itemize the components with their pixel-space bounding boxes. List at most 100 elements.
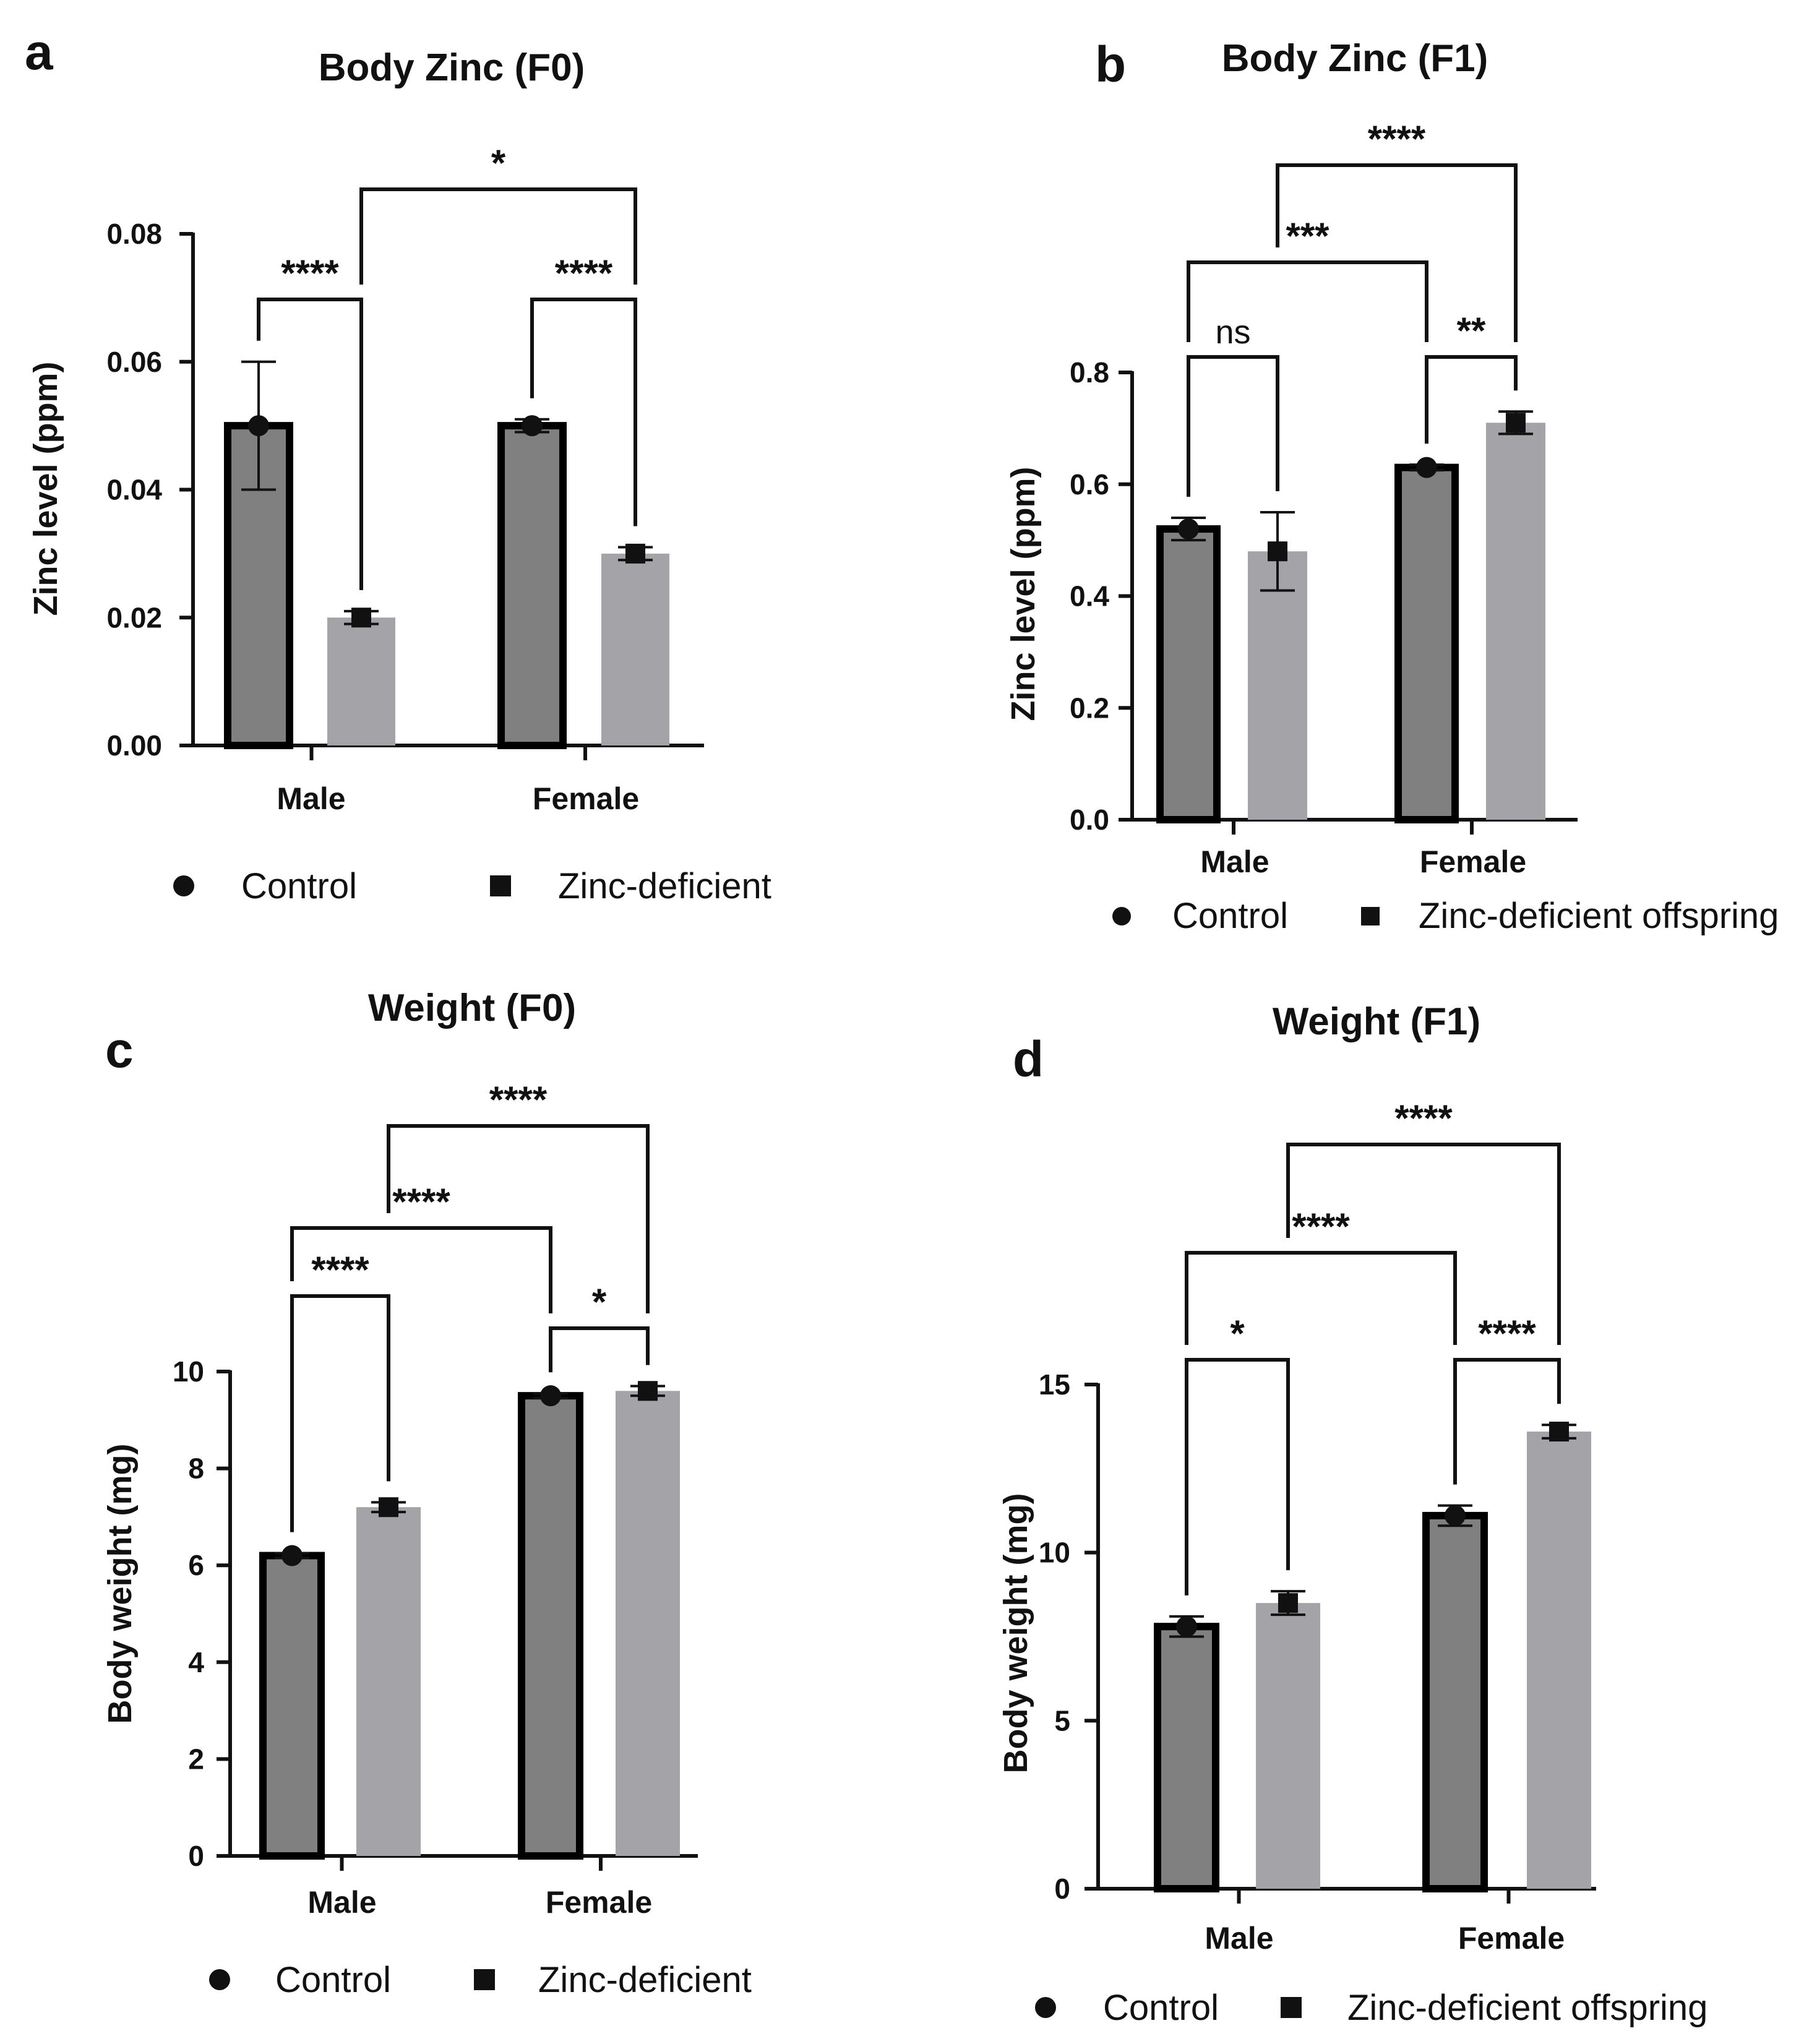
y-tick-label: 5 bbox=[1054, 1704, 1070, 1737]
significance-label: **** bbox=[1478, 1313, 1536, 1354]
significance-bracket bbox=[1453, 1358, 1561, 1485]
data-point-circle bbox=[1445, 1505, 1466, 1526]
y-axis-label: Zinc level (ppm) bbox=[27, 361, 64, 616]
chart-title: Weight (F1) bbox=[1273, 1000, 1480, 1043]
legend-circle-marker bbox=[1035, 1997, 1056, 2018]
y-tick-label: 0.2 bbox=[1070, 692, 1109, 724]
bar-zinc-deficient bbox=[1527, 1432, 1591, 1889]
significance-label: *** bbox=[1286, 215, 1329, 257]
y-tick-label: 10 bbox=[1039, 1537, 1070, 1569]
y-tick-label: 0.00 bbox=[106, 729, 162, 762]
chart-title: Body Zinc (F0) bbox=[319, 46, 585, 89]
significance-bracket bbox=[1276, 163, 1518, 342]
data-point-circle bbox=[1176, 1616, 1197, 1638]
data-point-square bbox=[1268, 541, 1287, 562]
data-point-circle bbox=[522, 415, 543, 437]
y-tick-label: 6 bbox=[188, 1549, 204, 1581]
significance-label: * bbox=[592, 1281, 607, 1323]
bar-control bbox=[1422, 1511, 1488, 1892]
legend-label-zinc-deficient-offspring: Zinc-deficient offspring bbox=[1419, 896, 1779, 936]
significance-bracket bbox=[257, 298, 363, 590]
significance-bracket bbox=[549, 1326, 650, 1373]
category-label-female: Female bbox=[533, 781, 639, 816]
bar-control bbox=[518, 1392, 583, 1860]
category-label-female: Female bbox=[546, 1885, 652, 1920]
chart-title: Body Zinc (F1) bbox=[1222, 37, 1488, 80]
legend: Control Zinc-deficient offspring bbox=[1035, 1988, 1707, 2028]
data-point-circle bbox=[1178, 518, 1199, 540]
panel-letter: a bbox=[25, 24, 54, 80]
significance-bracket bbox=[1185, 1358, 1290, 1595]
panel-letter: c bbox=[105, 1022, 134, 1078]
bar-zinc-deficient bbox=[1256, 1603, 1320, 1889]
y-axis-label: Body weight (mg) bbox=[101, 1444, 139, 1724]
y-tick-label: 8 bbox=[188, 1453, 204, 1485]
significance-label: * bbox=[491, 142, 506, 184]
y-tick-label: 0.08 bbox=[106, 218, 162, 250]
significance-label: ns bbox=[1215, 314, 1250, 351]
significance-label: **** bbox=[555, 252, 613, 294]
data-point-circle bbox=[1416, 457, 1437, 478]
bar-zinc-deficient bbox=[616, 1391, 680, 1856]
panel-letter: b bbox=[1095, 36, 1126, 93]
legend: Control Zinc-deficient offspring bbox=[1112, 896, 1779, 936]
y-tick-label: 4 bbox=[188, 1646, 204, 1678]
y-tick-label: 0.4 bbox=[1070, 580, 1109, 612]
legend-square-marker bbox=[1281, 1997, 1302, 2018]
legend: Control Zinc-deficient bbox=[209, 1960, 752, 2000]
bar-zinc-deficient bbox=[1248, 551, 1307, 820]
significance-bracket bbox=[1286, 1143, 1561, 1345]
significance-brackets: ************* bbox=[1185, 1097, 1561, 1595]
significance-label: **** bbox=[1394, 1097, 1453, 1139]
data-point-square bbox=[638, 1381, 658, 1401]
data-point-square bbox=[625, 543, 645, 564]
y-tick-label: 15 bbox=[1039, 1368, 1070, 1401]
y-tick-label: 0.02 bbox=[106, 601, 162, 633]
significance-brackets: ************* bbox=[290, 1079, 650, 1532]
legend-label-control: Control bbox=[1103, 1988, 1219, 2028]
bar-zinc-deficient bbox=[327, 617, 395, 745]
legend-label-control: Control bbox=[275, 1960, 391, 2000]
bars bbox=[224, 360, 669, 749]
category-label-male: Male bbox=[277, 781, 345, 816]
category-label-male: Male bbox=[307, 1885, 376, 1920]
significance-label: **** bbox=[392, 1181, 450, 1222]
bars bbox=[1154, 1422, 1591, 1892]
bar-control bbox=[1394, 463, 1459, 823]
bar-control bbox=[1156, 525, 1221, 823]
significance-label: **** bbox=[281, 252, 339, 294]
y-tick-label: 0 bbox=[188, 1840, 204, 1872]
significance-bracket bbox=[1185, 1251, 1457, 1345]
bar-zinc-deficient bbox=[601, 553, 669, 745]
significance-bracket bbox=[1187, 260, 1428, 342]
legend-square-marker bbox=[474, 1969, 495, 1990]
category-label-male: Male bbox=[1205, 1921, 1273, 1956]
y-axis-label: Zinc level (ppm) bbox=[1005, 466, 1042, 721]
legend-label-control: Control bbox=[241, 866, 357, 906]
significance-label: **** bbox=[311, 1249, 369, 1290]
category-label-male: Male bbox=[1200, 844, 1269, 879]
bar-zinc-deficient bbox=[356, 1507, 421, 1856]
panel-letter: d bbox=[1013, 1031, 1044, 1088]
y-tick-label: 0.04 bbox=[106, 474, 162, 506]
y-tick-label: 0.0 bbox=[1070, 804, 1109, 836]
data-point-square bbox=[351, 608, 371, 628]
significance-bracket bbox=[530, 298, 637, 526]
data-point-circle bbox=[248, 415, 269, 437]
significance-label: ** bbox=[1457, 310, 1486, 351]
data-point-square bbox=[379, 1497, 398, 1518]
y-axis-label: Body weight (mg) bbox=[997, 1493, 1034, 1774]
panel-b: b Body Zinc (F1) Zinc level (ppm) 0.0 0.2… bbox=[1005, 36, 1779, 936]
legend-label-zinc-deficient: Zinc-deficient bbox=[558, 866, 771, 906]
significance-label: **** bbox=[1292, 1206, 1350, 1247]
significance-brackets: ns ********* bbox=[1187, 118, 1518, 497]
legend-circle-marker bbox=[173, 875, 194, 896]
significance-brackets: **** ***** bbox=[257, 142, 637, 590]
bar-control bbox=[497, 422, 567, 749]
significance-label: * bbox=[1230, 1313, 1245, 1354]
legend-circle-marker bbox=[209, 1969, 230, 1990]
y-tick-label: 0.8 bbox=[1070, 356, 1109, 389]
bar-control bbox=[1154, 1623, 1219, 1892]
significance-bracket bbox=[387, 1124, 650, 1313]
